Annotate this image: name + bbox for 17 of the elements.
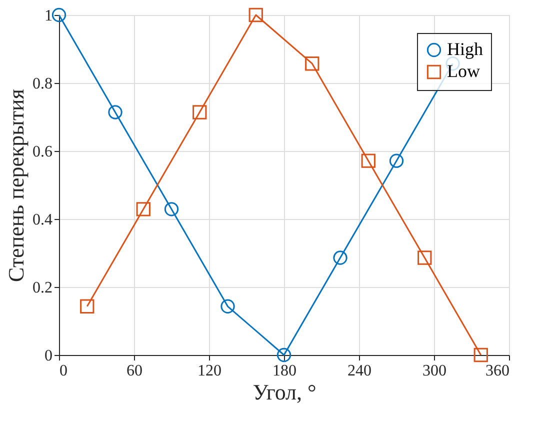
x-tick-label: 60: [126, 362, 142, 380]
x-tick-label: 300: [422, 362, 446, 380]
x-tick-label: 360: [486, 362, 510, 380]
legend-label: Low: [447, 61, 480, 81]
x-tick-label: 0: [60, 362, 68, 380]
y-tick-label: 0: [44, 348, 52, 364]
x-axis-title: Угол, °: [252, 380, 316, 404]
y-axis-title: Степень перекрытия: [4, 89, 28, 282]
x-tick-label: 240: [348, 362, 372, 380]
x-tick-label: 120: [198, 362, 222, 380]
legend-label: High: [447, 39, 483, 59]
y-tick-label: 0.4: [32, 212, 52, 228]
y-tick-label: 0.8: [32, 76, 52, 92]
y-tick-label: 0.6: [32, 144, 52, 160]
y-tick-label: 0.2: [32, 280, 52, 296]
y-tick-label: 1: [44, 8, 52, 24]
x-tick-label: 180: [272, 362, 296, 380]
